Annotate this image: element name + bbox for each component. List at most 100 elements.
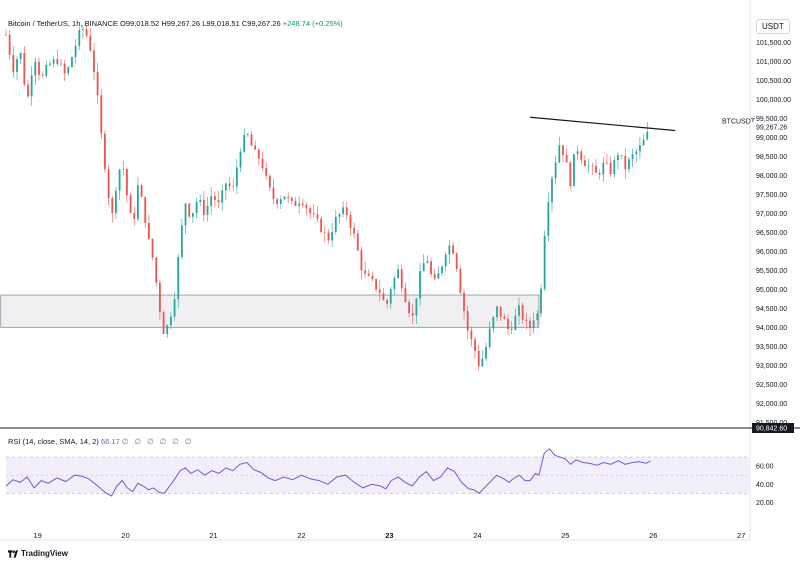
candle-body: [602, 162, 605, 175]
currency-button[interactable]: USDT: [756, 19, 790, 34]
candle-body: [536, 313, 539, 321]
candle-body: [71, 57, 73, 68]
candle: [246, 132, 249, 138]
candle-body: [598, 172, 601, 175]
candle: [56, 50, 59, 67]
candle-body: [371, 275, 374, 279]
chart-legend: Bitcoin / TetherUS, 1h, BINANCE O99,018.…: [8, 19, 343, 28]
candle: [554, 155, 557, 185]
candle: [345, 201, 348, 221]
candle-body: [529, 320, 531, 329]
candle-body: [474, 339, 476, 351]
candle: [481, 350, 484, 368]
candle-body: [481, 358, 484, 366]
candle: [613, 156, 616, 178]
candle-body: [265, 168, 268, 176]
candle-body: [268, 175, 271, 188]
candle-body: [375, 278, 377, 290]
candle: [617, 152, 619, 170]
candle: [100, 88, 103, 140]
rsi-tick-label: 20.00: [756, 500, 774, 507]
price-tick-label: 95,000.00: [756, 287, 787, 294]
candle-body: [422, 263, 425, 272]
candle-body: [177, 256, 180, 300]
candle-body: [448, 245, 451, 255]
candle-body: [510, 328, 513, 330]
rsi-title[interactable]: RSI (14, close, SMA, 14, 2): [8, 437, 99, 446]
candle: [199, 194, 202, 207]
candle: [210, 186, 213, 215]
candle-body: [364, 270, 367, 274]
candle-body: [430, 261, 432, 275]
candle: [316, 206, 319, 223]
support-zone: [0, 294, 540, 328]
time-tick-label: 26: [649, 531, 657, 540]
candle-body: [210, 196, 213, 206]
candle-body: [360, 250, 363, 271]
candle-body: [617, 155, 619, 161]
candle: [580, 148, 583, 165]
candle-body: [122, 169, 125, 170]
last-price-label: 99,267.26: [756, 125, 787, 132]
candle-body: [232, 186, 235, 188]
candle: [111, 195, 114, 223]
candle-body: [162, 312, 165, 335]
candle-body: [441, 266, 443, 274]
candle: [177, 253, 180, 309]
candle-body: [580, 151, 583, 161]
candle-body: [433, 274, 436, 279]
candle: [404, 282, 407, 303]
candle: [173, 291, 176, 322]
candle: [518, 297, 520, 325]
candle-body: [397, 269, 399, 278]
candle-body: [320, 218, 323, 233]
candle: [624, 147, 627, 179]
candle: [598, 169, 601, 180]
candle-body: [514, 315, 517, 330]
candle-body: [173, 299, 176, 317]
candle-body: [323, 232, 326, 233]
time-axis: 19 20 21 22 23 24 25 26 27: [33, 531, 745, 540]
candle-body: [276, 199, 279, 204]
rsi-legend: RSI (14, close, SMA, 14, 2) 66.17 ∅ ∅ ∅ …: [8, 437, 193, 446]
candle-body: [503, 316, 506, 319]
candle-body: [609, 162, 612, 175]
candle: [448, 240, 451, 264]
candle: [474, 336, 476, 359]
candle-body: [444, 254, 447, 267]
candle: [444, 251, 447, 272]
candle-body: [279, 199, 282, 204]
candle-body: [133, 213, 136, 219]
candle-body: [107, 169, 110, 199]
candle: [96, 62, 99, 104]
candle-body: [518, 305, 520, 316]
price-tick-label: 92,000.00: [756, 401, 787, 408]
candle: [364, 261, 367, 279]
candle-body: [129, 195, 132, 214]
candle: [206, 196, 209, 222]
low-price-label: 90,842.60: [756, 426, 787, 433]
candle: [327, 229, 330, 244]
symbol-title[interactable]: Bitcoin / TetherUS, 1h, BINANCE: [8, 19, 118, 28]
candle-body: [100, 95, 103, 134]
candle-body: [426, 261, 429, 264]
rsi-line: [5, 448, 651, 497]
candle: [323, 226, 326, 243]
candle-body: [488, 328, 491, 347]
candle: [169, 311, 172, 330]
candle: [452, 242, 454, 255]
candle-body: [206, 205, 209, 215]
candle: [298, 196, 301, 215]
rsi-tick-label: 60.00: [756, 464, 774, 471]
candle-body: [496, 306, 498, 318]
tradingview-branding[interactable]: TradingView: [8, 549, 68, 558]
candle: [239, 147, 242, 173]
candle: [243, 128, 246, 154]
candle: [397, 264, 399, 279]
price-tick-label: 101,000.00: [756, 59, 791, 66]
candle-body: [23, 52, 26, 85]
candle-body: [246, 134, 249, 136]
candle-body: [118, 169, 121, 191]
candle-body: [411, 313, 414, 316]
